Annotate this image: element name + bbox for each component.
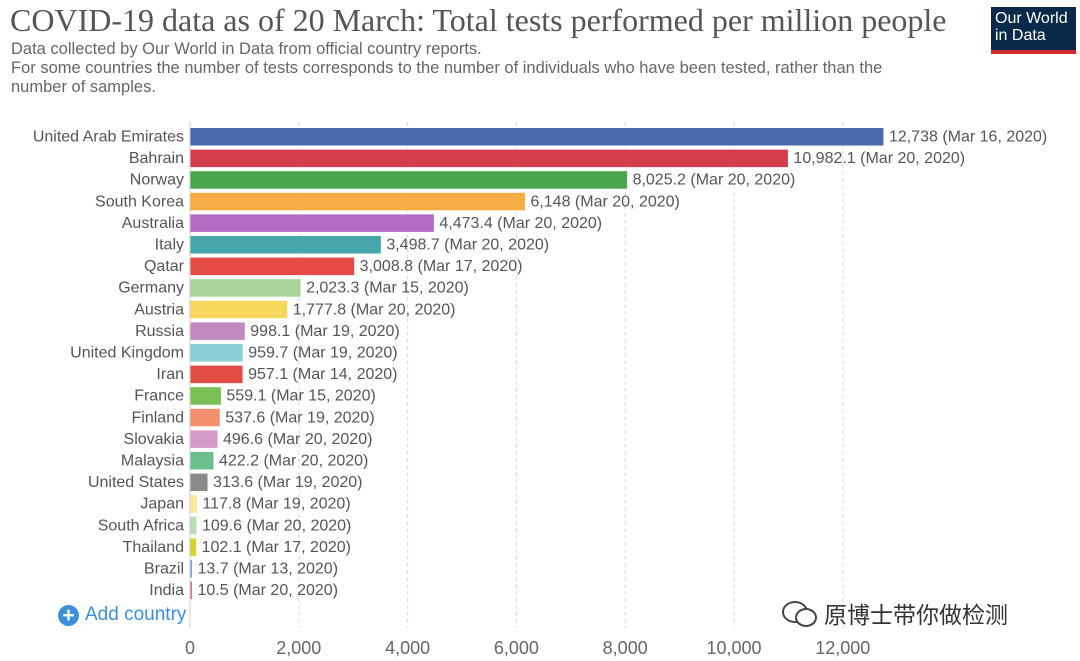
category-label: South Africa [98, 517, 184, 534]
bar-value-label: 959.7 (Mar 19, 2020) [248, 345, 397, 362]
bar-value-label: 537.6 (Mar 19, 2020) [225, 409, 374, 426]
bar-value-label: 2,023.3 (Mar 15, 2020) [306, 280, 469, 297]
bar-value-label: 102.1 (Mar 17, 2020) [202, 539, 351, 556]
category-label: Australia [122, 215, 184, 232]
category-label: United States [88, 474, 184, 491]
watermark-text: 原博士带你做检测 [824, 602, 1008, 628]
category-label: France [134, 388, 184, 405]
subtitle-line: For some countries the number of tests c… [11, 59, 883, 77]
bar [190, 214, 434, 232]
add-country-button[interactable]: + Add country [58, 603, 186, 627]
category-label: Iran [156, 366, 184, 383]
bar-value-label: 10.5 (Mar 20, 2020) [198, 582, 339, 599]
x-tick-label: 12,000 [815, 638, 870, 658]
bar [190, 408, 220, 427]
logo-line: Our World [995, 10, 1068, 27]
bar [190, 279, 301, 297]
x-tick-label: 4,000 [385, 638, 430, 658]
subtitle-line: Data collected by Our World in Data from… [11, 40, 482, 58]
category-label: Italy [155, 237, 184, 254]
bar [190, 560, 192, 578]
category-label: Malaysia [121, 453, 184, 470]
bar [190, 452, 214, 470]
x-tick-label: 10,000 [706, 638, 761, 658]
bar-value-label: 4,473.4 (Mar 20, 2020) [439, 215, 602, 232]
bar [190, 516, 197, 535]
x-tick-label: 0 [185, 638, 195, 658]
bar-value-label: 8,025.2 (Mar 20, 2020) [633, 172, 796, 189]
owid-logo[interactable]: Our World in Data [991, 7, 1076, 54]
category-label: Thailand [123, 539, 184, 556]
bar [190, 430, 218, 448]
bar [190, 192, 525, 211]
bar [190, 236, 381, 254]
bar [190, 300, 288, 319]
bar [190, 495, 197, 513]
category-label: Slovakia [124, 431, 185, 448]
chart-title: COVID-19 data as of 20 March: Total test… [10, 2, 947, 38]
category-label: United Arab Emirates [33, 129, 184, 146]
add-country-label: Add country [85, 604, 187, 625]
bar-value-label: 559.1 (Mar 15, 2020) [226, 388, 375, 405]
category-label: Brazil [144, 561, 184, 578]
bar-value-label: 313.6 (Mar 19, 2020) [213, 474, 362, 491]
bar [190, 581, 192, 600]
category-label: India [149, 582, 184, 599]
bar-value-label: 957.1 (Mar 14, 2020) [248, 366, 397, 383]
bar-value-label: 13.7 (Mar 13, 2020) [198, 561, 339, 578]
category-label: Russia [135, 323, 184, 340]
category-label: Japan [140, 496, 184, 513]
plus-circle-icon: + [58, 604, 79, 626]
chart-subtitle: Data collected by Our World in Data from… [11, 40, 971, 97]
category-label: Austria [134, 301, 184, 318]
bar [190, 344, 243, 362]
watermark: 原博士带你做检测 [782, 596, 1008, 630]
x-tick-label: 8,000 [603, 638, 648, 658]
bar-value-label: 3,498.7 (Mar 20, 2020) [386, 237, 549, 254]
bar-value-label: 6,148 (Mar 20, 2020) [530, 193, 679, 210]
bar-value-label: 496.6 (Mar 20, 2020) [223, 431, 372, 448]
wechat-icon [782, 599, 817, 627]
bar [190, 171, 628, 189]
logo-line: in Data [995, 27, 1046, 44]
bar [190, 538, 197, 556]
bar-value-label: 422.2 (Mar 20, 2020) [219, 453, 368, 470]
bar-value-label: 117.8 (Mar 19, 2020) [202, 496, 350, 513]
category-label: United Kingdom [70, 345, 184, 362]
category-label: Qatar [144, 258, 185, 275]
subtitle-line: number of samples. [11, 78, 156, 96]
bar [190, 257, 355, 276]
bar-value-label: 3,008.8 (Mar 17, 2020) [360, 258, 523, 275]
bar-value-label: 1,777.8 (Mar 20, 2020) [293, 301, 456, 318]
x-tick-label: 2,000 [276, 638, 321, 658]
category-label: Germany [118, 280, 184, 297]
bar-value-label: 12,738 (Mar 16, 2020) [889, 129, 1047, 146]
category-label: South Korea [95, 193, 184, 210]
category-label: Finland [132, 409, 184, 426]
bar-value-label: 998.1 (Mar 19, 2020) [250, 323, 399, 340]
bar-value-label: 10,982.1 (Mar 20, 2020) [793, 150, 965, 167]
category-label: Bahrain [129, 150, 184, 167]
category-label: Norway [130, 172, 184, 189]
bar [190, 473, 208, 492]
bar [190, 387, 221, 405]
bar [190, 149, 788, 168]
bar [190, 322, 245, 340]
x-tick-label: 6,000 [494, 638, 539, 658]
bar-value-label: 109.6 (Mar 20, 2020) [202, 517, 351, 534]
bar [190, 128, 884, 146]
bar [190, 365, 243, 384]
